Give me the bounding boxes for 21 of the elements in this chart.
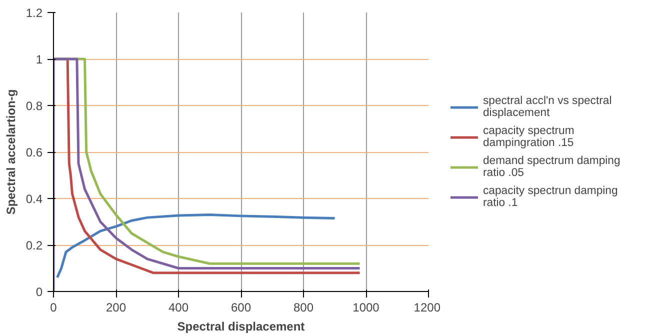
x-tick-label: 600: [230, 300, 252, 314]
x-tick-label: 0: [50, 300, 58, 314]
x-tick-label: 1000: [352, 300, 380, 314]
y-tick-label: 1.2: [26, 6, 43, 20]
line-series: [56, 214, 336, 279]
y-axis-title: Spectral accelartion-g: [4, 89, 18, 215]
y-tick-label: 0.8: [26, 99, 43, 113]
legend-label: capacity spectrun damping ratio .1: [483, 184, 618, 208]
legend-label: capacity spectrum dampingration .15: [483, 124, 574, 148]
legend-label: spectral accl'n vs spectral displacement: [483, 94, 612, 118]
x-tick-label: 400: [168, 300, 189, 314]
x-tick-label: 1200: [414, 300, 441, 314]
legend-label: demand spectrum damping ratio .05: [483, 154, 620, 178]
y-tick-label: 0.4: [26, 192, 43, 206]
y-tick-label: 0: [36, 285, 43, 299]
y-tick-label: 1: [36, 52, 43, 66]
x-axis-title: Spectral displacement: [177, 320, 305, 334]
x-tick-label: 200: [106, 300, 126, 314]
y-tick-label: 0.6: [26, 146, 43, 160]
y-tick-label: 0.2: [26, 238, 43, 252]
x-tick-label: 800: [293, 300, 314, 314]
